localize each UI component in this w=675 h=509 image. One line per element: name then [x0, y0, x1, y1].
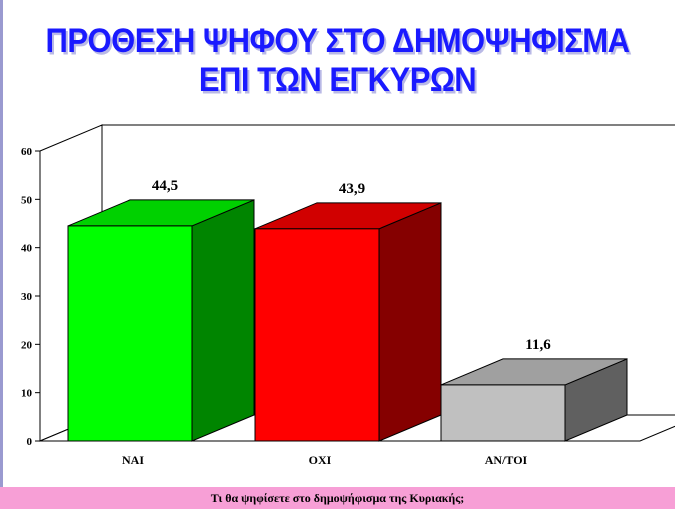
bar-front-2 — [440, 384, 566, 442]
x-tick-label-1: ΟΧΙ — [309, 453, 332, 467]
x-tick-label-0: ΝΑΙ — [122, 453, 144, 467]
y-tick-label: 50 — [21, 194, 33, 206]
y-tick-label: 20 — [21, 339, 33, 351]
left-edge-rule — [0, 0, 3, 509]
question-footer: Τι θα ψηφίσετε στο δημοψήφισμα της Κυρια… — [0, 487, 675, 509]
chart-title-line-2: ΕΠΙ ΤΩΝ ΕΓΚΥΡΩΝ — [198, 59, 477, 100]
y-tick-label: 60 — [21, 146, 33, 158]
y-tick-label: 30 — [21, 291, 33, 303]
y-tick-label: 10 — [21, 388, 33, 400]
bar-front-1 — [254, 228, 380, 442]
bar-side-1 — [378, 202, 442, 442]
x-tick-label-2: ΑΝ/ΤΟΙ — [485, 453, 528, 467]
bar-value-label-0: 44,5 — [152, 178, 178, 194]
bar-chart: 0 10 20 30 40 50 60 44,5 ΝΑΙ 43,9 ΟΧΙ 11,6 ΑΝ/ΤΟΙ — [21, 124, 675, 467]
y-tick-label: 0 — [27, 436, 33, 448]
y-tick-label: 40 — [21, 243, 33, 255]
chart-title-line-1: ΠΡΟΘΕΣΗ ΨΗΦΟΥ ΣΤΟ ΔΗΜΟΨΗΦΙΣΜΑ — [45, 20, 630, 61]
bar-value-label-2: 11,6 — [525, 337, 551, 353]
bar-value-label-1: 43,9 — [339, 181, 365, 197]
bar-front-0 — [67, 225, 193, 442]
bar-side-0 — [191, 199, 255, 442]
